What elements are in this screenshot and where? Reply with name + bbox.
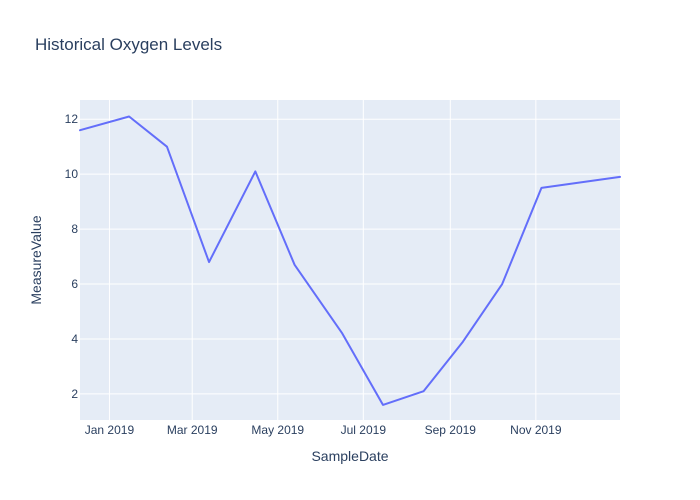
y-tick-label: 10: [65, 167, 79, 181]
x-tick-label: Mar 2019: [167, 423, 218, 437]
series-line-1[interactable]: [79, 115, 621, 406]
x-tick-label: May 2019: [251, 423, 304, 437]
y-tick-label: 4: [71, 332, 78, 346]
grid-lines: [80, 100, 620, 420]
plot-area: [80, 100, 620, 420]
x-axis-title: SampleDate: [311, 448, 388, 464]
x-tick-label: Jan 2019: [85, 423, 135, 437]
series-layer: [79, 115, 621, 406]
y-axis-title: MeasureValue: [28, 215, 44, 304]
axis-ticks: 2 4 6 8 10 12 Jan 2019 Mar 2019 May 2019 Jul 2019…: [65, 112, 562, 437]
y-tick-label: 12: [65, 112, 79, 126]
x-tick-label: Jul 2019: [341, 423, 387, 437]
x-tick-label: Nov 2019: [510, 423, 562, 437]
y-tick-label: 2: [71, 387, 78, 401]
chart-title: Historical Oxygen Levels: [35, 35, 222, 54]
y-tick-label: 8: [71, 222, 78, 236]
x-tick-label: Sep 2019: [425, 423, 477, 437]
y-tick-label: 6: [71, 277, 78, 291]
